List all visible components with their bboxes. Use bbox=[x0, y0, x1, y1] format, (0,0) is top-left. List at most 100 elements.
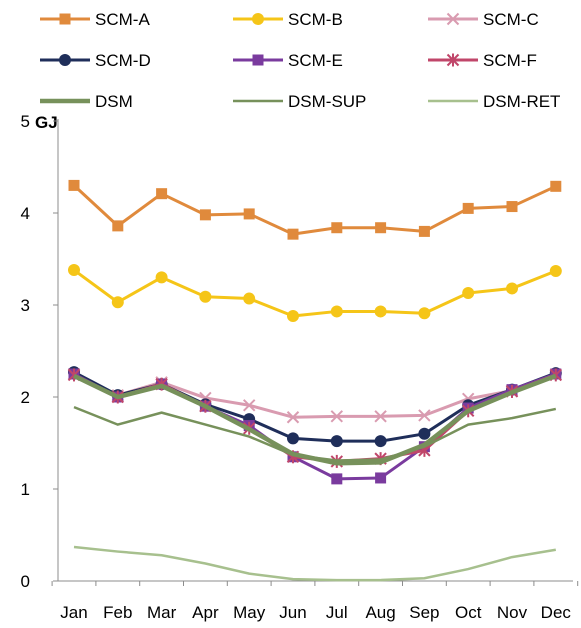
x-tick-label-feb: Feb bbox=[103, 603, 132, 622]
y-tick-label: 5 bbox=[21, 112, 30, 131]
data-point-scm-b bbox=[287, 310, 299, 323]
data-point-scm-d bbox=[418, 427, 431, 440]
series-line-scm-a bbox=[72, 184, 557, 236]
series-line-dsm-ret bbox=[73, 545, 557, 582]
series-scm-a bbox=[68, 179, 562, 240]
legend-label-scm-e: SCM-E bbox=[288, 51, 343, 70]
x-tick-label-aug: Aug bbox=[365, 603, 395, 622]
plot-area bbox=[67, 179, 563, 582]
legend: SCM-A SCM-B SCM-C SCM-D SCM-E SCM-F DSM DSM-SUP… bbox=[40, 10, 560, 111]
legend-label-scm-d: SCM-D bbox=[95, 51, 151, 70]
series-line-dsm bbox=[73, 373, 557, 466]
legend-marker-scm-f bbox=[446, 53, 460, 67]
legend-marker-scm-b bbox=[252, 13, 264, 25]
series-scm-b bbox=[68, 264, 562, 323]
data-point-scm-a bbox=[506, 201, 518, 213]
legend-item-dsm-sup: DSM-SUP bbox=[233, 92, 366, 111]
data-point-scm-c bbox=[374, 410, 387, 423]
legend-marker-scm-a bbox=[59, 13, 71, 25]
x-tick-label-jan: Jan bbox=[60, 603, 87, 622]
series-dsm bbox=[73, 373, 557, 466]
legend-label-scm-b: SCM-B bbox=[288, 10, 343, 29]
data-point-scm-c-stroke-b bbox=[330, 410, 344, 423]
data-point-scm-c bbox=[418, 409, 431, 422]
data-point-scm-c-stroke-b bbox=[374, 410, 387, 423]
legend-item-dsm: DSM bbox=[40, 92, 133, 111]
data-point-scm-d bbox=[330, 435, 343, 448]
legend-item-dsm-ret: DSM-RET bbox=[428, 92, 560, 111]
x-tick-label-apr: Apr bbox=[192, 603, 219, 622]
data-point-scm-e bbox=[375, 472, 387, 484]
data-point-scm-b bbox=[506, 282, 518, 295]
series-line-scm-c bbox=[73, 372, 557, 419]
x-tick-label-jul: Jul bbox=[326, 603, 348, 622]
data-point-scm-b bbox=[374, 305, 387, 318]
data-point-scm-c-stroke-b bbox=[418, 409, 431, 422]
y-axis-unit-label: GJ bbox=[35, 113, 58, 132]
data-point-scm-c-stroke-b bbox=[242, 399, 256, 412]
data-point-scm-b bbox=[549, 264, 562, 277]
legend-label-dsm: DSM bbox=[95, 92, 133, 111]
y-tick-label: 3 bbox=[21, 296, 30, 315]
data-point-scm-c bbox=[286, 411, 300, 424]
legend-marker-scm-e bbox=[252, 54, 264, 66]
data-point-scm-b bbox=[199, 290, 212, 303]
data-point-scm-d bbox=[374, 435, 387, 448]
data-point-scm-a bbox=[287, 228, 299, 240]
data-point-scm-b bbox=[243, 292, 256, 305]
data-point-scm-a bbox=[375, 222, 387, 234]
legend-item-scm-a: SCM-A bbox=[40, 10, 150, 29]
data-point-scm-b bbox=[418, 307, 431, 320]
legend-label-scm-f: SCM-F bbox=[483, 51, 537, 70]
series-line-dsm-sup bbox=[73, 405, 557, 462]
data-point-scm-a bbox=[331, 222, 343, 234]
x-tick-label-may: May bbox=[233, 603, 266, 622]
data-point-scm-d bbox=[287, 432, 299, 445]
legend-item-scm-f: SCM-F bbox=[428, 51, 537, 70]
data-point-scm-c-stroke-b bbox=[286, 411, 300, 424]
data-point-scm-a bbox=[462, 202, 474, 214]
data-point-scm-a bbox=[112, 220, 124, 232]
data-point-scm-b bbox=[111, 296, 124, 309]
legend-marker-scm-c bbox=[446, 12, 460, 26]
x-tick-label-sep: Sep bbox=[409, 603, 439, 622]
legend-label-scm-c: SCM-C bbox=[483, 10, 539, 29]
data-point-scm-b bbox=[330, 305, 343, 318]
y-tick-label: 0 bbox=[21, 572, 30, 591]
data-point-scm-a bbox=[550, 180, 562, 192]
series-scm-c bbox=[67, 367, 563, 424]
legend-item-scm-e: SCM-E bbox=[233, 51, 343, 70]
legend-item-scm-d: SCM-D bbox=[40, 51, 151, 70]
legend-item-scm-b: SCM-B bbox=[233, 10, 343, 29]
series-scm-d bbox=[68, 366, 562, 448]
legend-item-scm-c: SCM-C bbox=[428, 10, 539, 29]
series-scm-e bbox=[68, 368, 562, 485]
legend-marker-scm-d bbox=[59, 54, 71, 66]
data-point-scm-a bbox=[418, 225, 430, 237]
legend-marker-scm-c-stroke-b bbox=[446, 12, 460, 26]
x-tick-label-mar: Mar bbox=[147, 603, 177, 622]
series-dsm-ret bbox=[73, 545, 557, 582]
y-tick-label: 4 bbox=[21, 204, 30, 223]
data-point-scm-b bbox=[155, 271, 168, 284]
series-line-scm-b bbox=[73, 268, 557, 318]
data-point-scm-a bbox=[156, 188, 168, 200]
x-tick-label-nov: Nov bbox=[497, 603, 528, 622]
data-point-scm-c bbox=[330, 410, 344, 423]
data-point-scm-b bbox=[68, 264, 80, 277]
x-tick-label-oct: Oct bbox=[455, 603, 482, 622]
data-point-scm-c bbox=[242, 399, 256, 412]
legend-label-scm-a: SCM-A bbox=[95, 10, 150, 29]
data-point-scm-e bbox=[331, 473, 343, 485]
axes: 0 1 2 3 4 5 Jan Feb Mar Apr May Jun Jul Aug Sep Oct Nov D… bbox=[21, 112, 579, 622]
y-tick-label: 1 bbox=[21, 480, 30, 499]
x-tick-label-dec: Dec bbox=[541, 603, 572, 622]
y-tick-label: 2 bbox=[21, 388, 30, 407]
x-tick-label-jun: Jun bbox=[279, 603, 306, 622]
data-point-scm-a bbox=[243, 208, 255, 220]
legend-label-dsm-sup: DSM-SUP bbox=[288, 92, 366, 111]
legend-label-dsm-ret: DSM-RET bbox=[483, 92, 560, 111]
data-point-scm-b bbox=[462, 287, 475, 300]
